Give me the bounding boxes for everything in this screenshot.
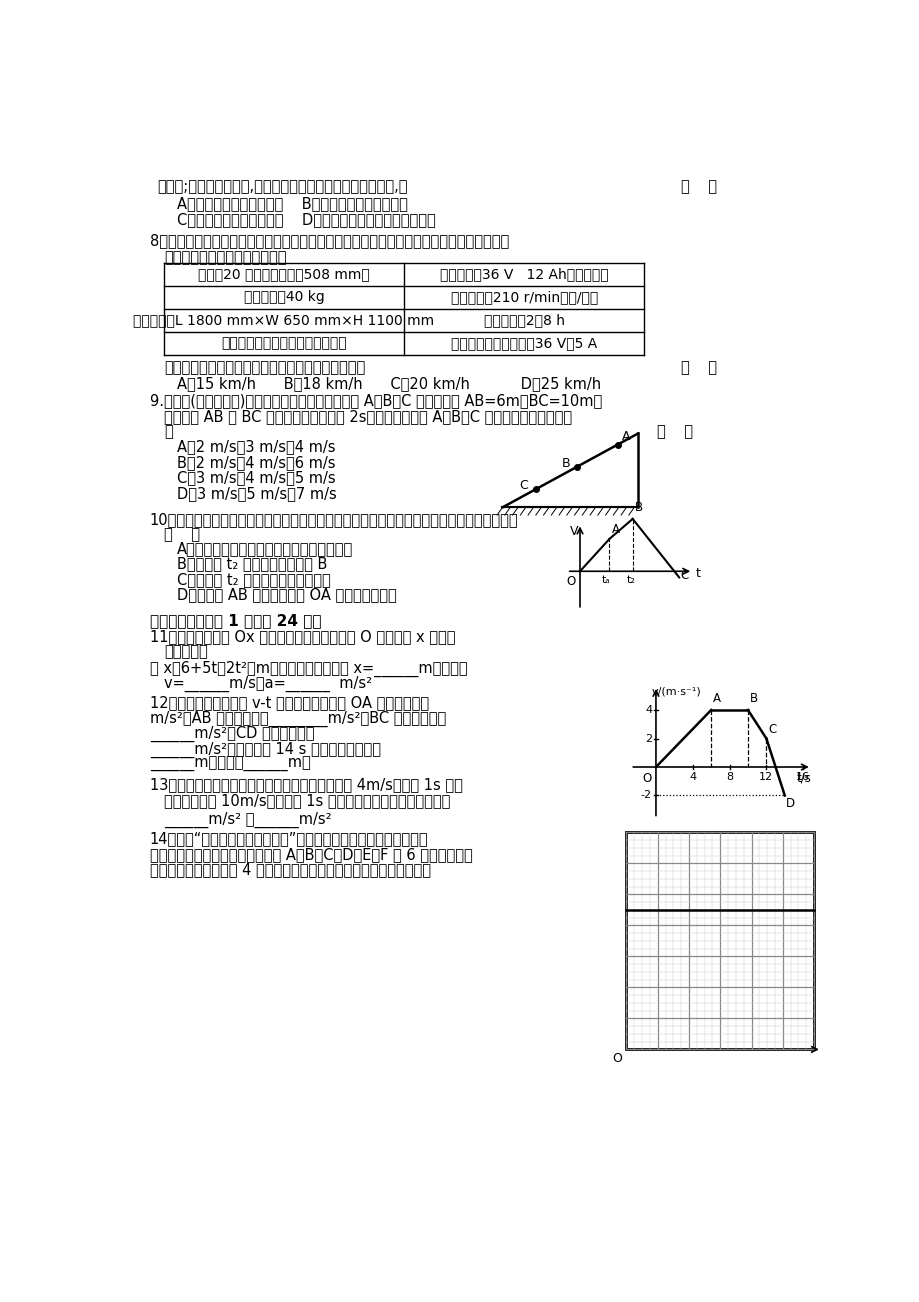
Text: V: V: [570, 525, 578, 538]
Text: ______m/s²，物体在这 14 s 内运动的总路程是: ______m/s²，物体在这 14 s 内运动的总路程是: [150, 741, 380, 758]
Text: 小球经过 AB 和 BC 两段所用的时间均为 2s，则小球在经过 A、B、C 三点时的速度大小分别: 小球经过 AB 和 BC 两段所用的时间均为 2s，则小球在经过 A、B、C 三…: [164, 409, 572, 423]
Text: 充电时间：2～8 h: 充电时间：2～8 h: [483, 314, 564, 327]
Text: 相邻两个计数点间还有 4 个打点计时器打下的点，本图中没有画出）打: 相邻两个计数点间还有 4 个打点计时器打下的点，本图中没有画出）打: [150, 862, 430, 878]
Text: A: A: [621, 431, 630, 443]
Text: m/s²，AB 段的加速度是________m/s²，BC 段的加速度是: m/s²，AB 段的加速度是________m/s²，BC 段的加速度是: [150, 711, 446, 727]
Text: v/(m·s⁻¹): v/(m·s⁻¹): [651, 686, 700, 697]
Text: B: B: [634, 501, 642, 514]
Text: A．15 km/h      B．18 km/h      C．20 km/h           D．25 km/h: A．15 km/h B．18 km/h C．20 km/h D．25 km/h: [176, 376, 600, 391]
Text: 计时器打下的纸带，并在其上取了 A、B、C、D、E、F 等 6 个计数点（每: 计时器打下的纸带，并在其上取了 A、B、C、D、E、F 等 6 个计数点（每: [150, 846, 472, 862]
Text: 10．一枚火箭由地面竖直向上发射的速度图象如图所示，关于火箭的运动情况，正确的说法是: 10．一枚火箭由地面竖直向上发射的速度图象如图所示，关于火箭的运动情况，正确的说…: [150, 512, 518, 527]
Text: O: O: [641, 772, 651, 785]
Text: 电池规格：36 V   12 Ah（蓄电池）: 电池规格：36 V 12 Ah（蓄电池）: [439, 267, 607, 281]
Text: C．3 m/s，4 m/s，5 m/s: C．3 m/s，4 m/s，5 m/s: [176, 470, 335, 486]
Text: 后减速;丙先减速后加速,它们经过下一个路标时的速度仍相同,则: 后减速;丙先减速后加速,它们经过下一个路标时的速度仍相同,则: [157, 180, 408, 194]
Text: A: A: [611, 523, 619, 536]
Text: D．3 m/s，5 m/s，7 m/s: D．3 m/s，5 m/s，7 m/s: [176, 486, 336, 501]
Text: 4: 4: [688, 772, 696, 783]
Text: 额定转速：210 r/min（转/分）: 额定转速：210 r/min（转/分）: [450, 290, 597, 305]
Text: A．2 m/s，3 m/s，4 m/s: A．2 m/s，3 m/s，4 m/s: [176, 440, 335, 454]
Text: 12: 12: [758, 772, 773, 783]
Text: 根据此铭牌中的有关数据，可知该车的额定时速约为: 根据此铭牌中的有关数据，可知该车的额定时速约为: [164, 361, 365, 375]
Text: （    ）: （ ）: [657, 424, 693, 439]
Text: -2: -2: [641, 790, 652, 801]
Text: A．甲车先经过下一个路标    B．乙车先经过下一个路标: A．甲车先经过下一个路标 B．乙车先经过下一个路标: [176, 197, 407, 211]
Text: C: C: [680, 569, 688, 582]
Text: 速度的大小为 10m/s，则在这 1s 内，物体的加速度的大小可能为: 速度的大小为 10m/s，则在这 1s 内，物体的加速度的大小可能为: [164, 793, 449, 809]
Text: 整车质量：40 kg: 整车质量：40 kg: [244, 290, 324, 305]
Text: B．2 m/s，4 m/s，6 m/s: B．2 m/s，4 m/s，6 m/s: [176, 454, 335, 470]
Text: t/s: t/s: [796, 772, 811, 785]
Text: C: C: [767, 723, 776, 736]
Text: D: D: [786, 797, 795, 810]
Text: 8．出行，是人们工作生活必不可少的环节，出行的工具五花八门，使用的能源也各不相同。: 8．出行，是人们工作生活必不可少的环节，出行的工具五花八门，使用的能源也各不相同…: [150, 233, 508, 249]
Text: 二、填空题（每空 1 分，共 24 分）: 二、填空题（每空 1 分，共 24 分）: [150, 613, 321, 628]
Text: O: O: [611, 1052, 621, 1065]
Text: 电机：后轮驱动、直流永磁式电机: 电机：后轮驱动、直流永磁式电机: [221, 336, 346, 350]
Text: ______m/s²，CD 段的加速度是: ______m/s²，CD 段的加速度是: [150, 727, 314, 742]
Text: tₐ: tₐ: [601, 575, 610, 585]
Text: 为 x＝6+5t＋2t²（m），其前两秒的位移 x=______m，初速度: 为 x＝6+5t＋2t²（m），其前两秒的位移 x=______m，初速度: [150, 660, 467, 677]
Text: t₂: t₂: [626, 575, 635, 585]
Text: t: t: [695, 568, 699, 581]
Text: 8: 8: [725, 772, 732, 783]
Text: C．火箭在 t₂ 时刻的速度达到最大値: C．火箭在 t₂ 时刻的速度达到最大値: [176, 572, 331, 587]
Text: 额定工作电压／电流：36 V／5 A: 额定工作电压／电流：36 V／5 A: [450, 336, 596, 350]
Text: 4: 4: [644, 704, 652, 715]
Text: ______m/s² 或______m/s²: ______m/s² 或______m/s²: [164, 811, 331, 828]
Text: 11．一质点沿直线 Ox 方向做变速运动，它离开 O 点的距离 x 随时间: 11．一质点沿直线 Ox 方向做变速运动，它离开 O 点的距离 x 随时间: [150, 629, 455, 644]
Text: A: A: [712, 693, 720, 706]
Text: B: B: [749, 693, 757, 706]
Text: 14．在做“匀变速直线运动的研究”的实验时，某同学得到一条用打点: 14．在做“匀变速直线运动的研究”的实验时，某同学得到一条用打点: [150, 832, 428, 846]
Text: C: C: [519, 479, 528, 492]
Text: C．丙车先经过下一个路标    D．无法判断谁先经过下一个路标: C．丙车先经过下一个路标 D．无法判断谁先经过下一个路标: [176, 212, 436, 227]
Text: B．火箭在 t₂ 时刻上升至最高点 B: B．火箭在 t₂ 时刻上升至最高点 B: [176, 557, 327, 572]
Text: O: O: [566, 575, 575, 589]
Text: 16: 16: [795, 772, 810, 783]
Bar: [626, 832, 813, 1049]
Text: 车型：20 吹（车轮直径：508 mm）: 车型：20 吹（车轮直径：508 mm）: [198, 267, 369, 281]
Text: 2: 2: [644, 733, 652, 743]
Text: 12．右图表示某物体的 v-t 图象，从图象可知 OA 段的加速度是: 12．右图表示某物体的 v-t 图象，从图象可知 OA 段的加速度是: [150, 695, 428, 710]
Text: B: B: [562, 457, 570, 470]
Text: （    ）: （ ）: [680, 361, 716, 375]
Text: v=______m/s，a=______  m/s²: v=______m/s，a=______ m/s²: [164, 676, 371, 693]
Text: （    ）: （ ）: [164, 527, 199, 543]
Text: D．火箭在 AB 段的加速度比 OA 段的加速度要小: D．火箭在 AB 段的加速度比 OA 段的加速度要小: [176, 587, 396, 603]
Text: 9.一小球(可视为质点)沿斜面匀加速滑下，依次经过 A、B、C 三点。已知 AB=6m，BC=10m，: 9.一小球(可视为质点)沿斜面匀加速滑下，依次经过 A、B、C 三点。已知 AB…: [150, 393, 601, 409]
Text: 某品牌电动自行车的铭牌如下：: 某品牌电动自行车的铭牌如下：: [164, 250, 286, 266]
Text: （    ）: （ ）: [680, 180, 716, 194]
Text: 是: 是: [164, 424, 173, 439]
Text: ______m，位移是______m。: ______m，位移是______m。: [150, 756, 311, 772]
Text: 外形尺寸：L 1800 mm×W 650 mm×H 1100 mm: 外形尺寸：L 1800 mm×W 650 mm×H 1100 mm: [133, 314, 434, 327]
Text: A．火箭的速度先逐渐增大，然后又逐渐减小: A．火箭的速度先逐渐增大，然后又逐渐减小: [176, 542, 353, 556]
Text: 13．一物体做匀变速直线运动，某时刻速度大小为 4m/s，经过 1s 后的: 13．一物体做匀变速直线运动，某时刻速度大小为 4m/s，经过 1s 后的: [150, 777, 462, 793]
Text: 变化的关系: 变化的关系: [164, 644, 208, 659]
